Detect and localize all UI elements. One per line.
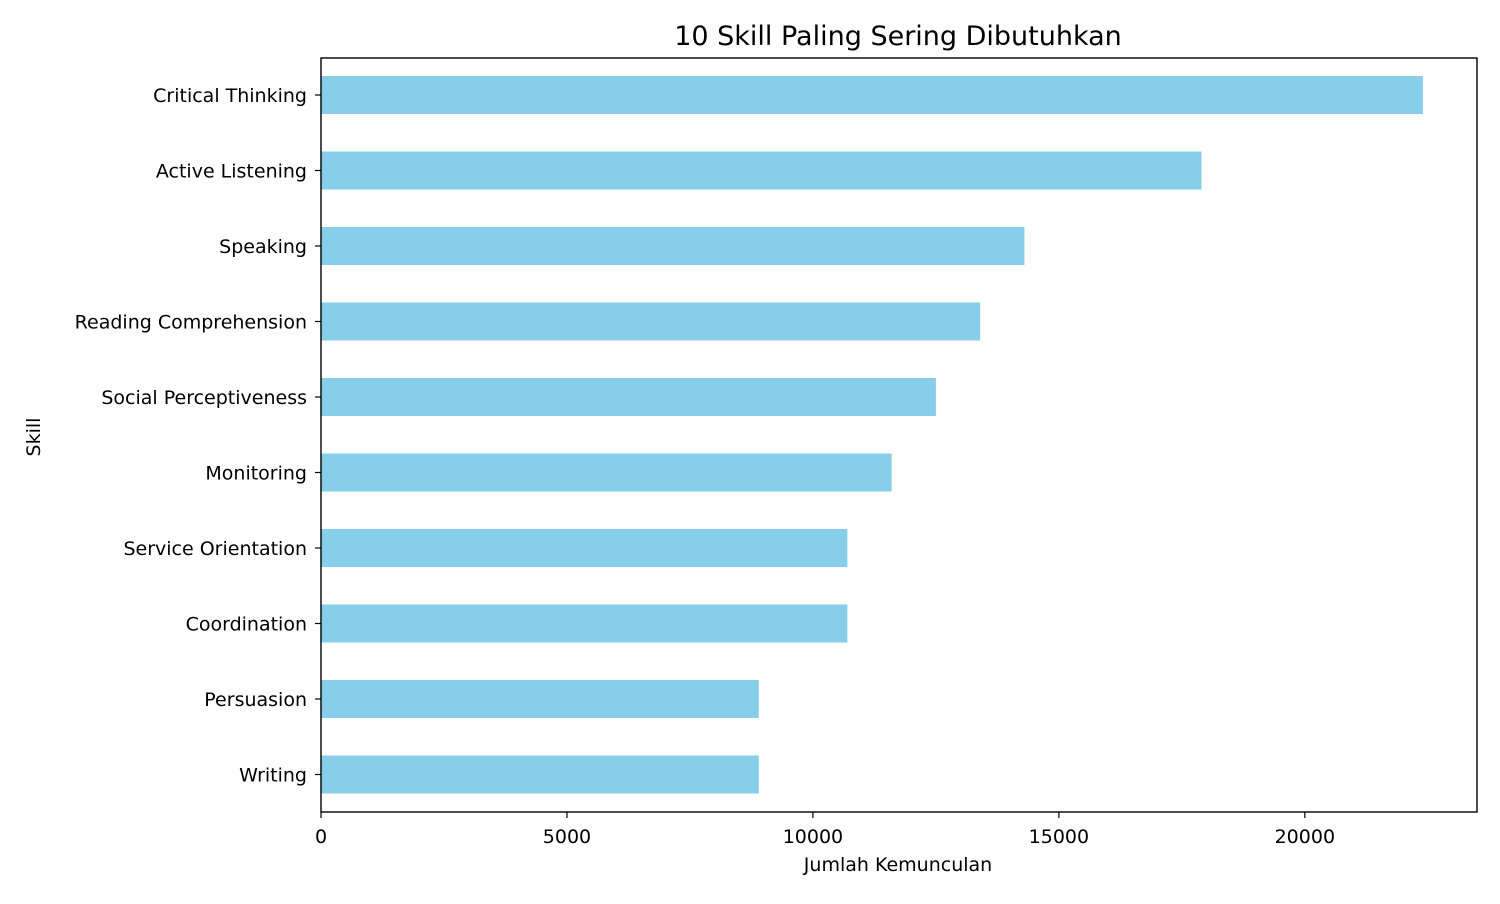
x-tick-label: 20000 — [1275, 826, 1335, 848]
plot-frame — [320, 57, 1478, 813]
y-tick-label: Speaking — [219, 236, 307, 258]
y-tick-labels: Critical Thinking Active Listening Speakin… — [75, 85, 321, 787]
x-axis-label: Jumlah Kemunculan — [803, 854, 992, 876]
y-tick-label: Social Perceptiveness — [101, 387, 307, 409]
x-tick-labels: 0 5000 10000 15000 20000 — [315, 812, 1335, 848]
y-tick-label: Writing — [239, 765, 307, 787]
bar — [321, 378, 936, 416]
bar — [321, 227, 1025, 265]
bars-group — [321, 76, 1423, 794]
x-tick-label: 0 — [315, 826, 327, 848]
chart-title: 10 Skill Paling Sering Dibutuhkan — [674, 21, 1122, 52]
x-tick-label: 10000 — [783, 826, 843, 848]
y-tick-label: Persuasion — [204, 689, 307, 711]
x-tick-label: 5000 — [543, 826, 591, 848]
y-tick-label: Service Orientation — [123, 538, 307, 560]
axes-group — [320, 57, 1478, 813]
bar — [321, 755, 759, 794]
y-tick-label: Coordination — [186, 614, 307, 636]
bar — [321, 680, 759, 718]
bar — [321, 529, 848, 567]
bar — [321, 604, 848, 643]
x-tick-label: 15000 — [1029, 826, 1089, 848]
bar — [321, 302, 981, 341]
bar — [321, 151, 1202, 190]
y-tick-label: Active Listening — [156, 161, 307, 183]
y-tick-label: Reading Comprehension — [75, 312, 307, 334]
bar — [321, 76, 1423, 114]
y-tick-label: Monitoring — [205, 463, 307, 485]
bar — [321, 453, 892, 492]
y-tick-label: Critical Thinking — [153, 85, 307, 107]
y-axis-label: Skill — [23, 418, 45, 457]
